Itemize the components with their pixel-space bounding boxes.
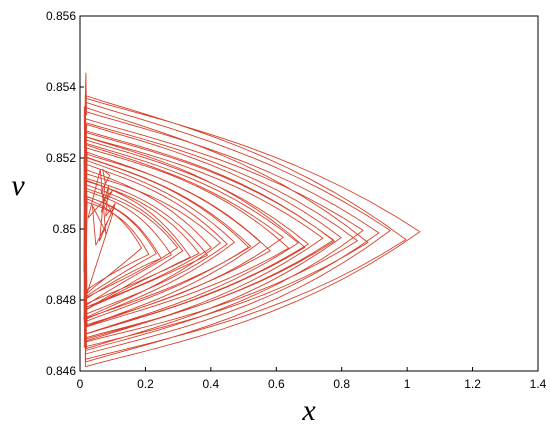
- x-tick-label: 0.8: [333, 377, 350, 391]
- x-tick-label: 0.4: [203, 377, 220, 391]
- y-tick-label: 0.846: [46, 364, 76, 378]
- y-axis: 0.846 0.848 0.85 0.852 0.854 0.856: [46, 9, 84, 378]
- x-tick-label: 0.2: [137, 377, 154, 391]
- x-tick-label: 0.6: [268, 377, 285, 391]
- plot-frame: [79, 15, 539, 372]
- x-tick-label: 1.2: [464, 377, 481, 391]
- y-tick-label: 0.852: [46, 151, 76, 165]
- x-tick-label: 1: [404, 377, 411, 391]
- x-axis-label: x: [301, 394, 316, 427]
- y-axis-label: v: [11, 169, 25, 202]
- plot-area: [83, 72, 421, 368]
- x-tick-label: 0: [77, 377, 84, 391]
- y-tick-label: 0.856: [46, 9, 76, 23]
- y-tick-label: 0.848: [46, 293, 76, 307]
- trajectory-start-segment: [83, 72, 87, 272]
- y-tick-label: 0.85: [53, 222, 77, 236]
- x-axis: 0 0.2 0.4 0.6 0.8 1 1.2 1.4: [77, 367, 547, 391]
- y-tick-label: 0.854: [46, 80, 76, 94]
- trajectory-line: [83, 95, 421, 368]
- x-tick-label: 1.4: [530, 377, 547, 391]
